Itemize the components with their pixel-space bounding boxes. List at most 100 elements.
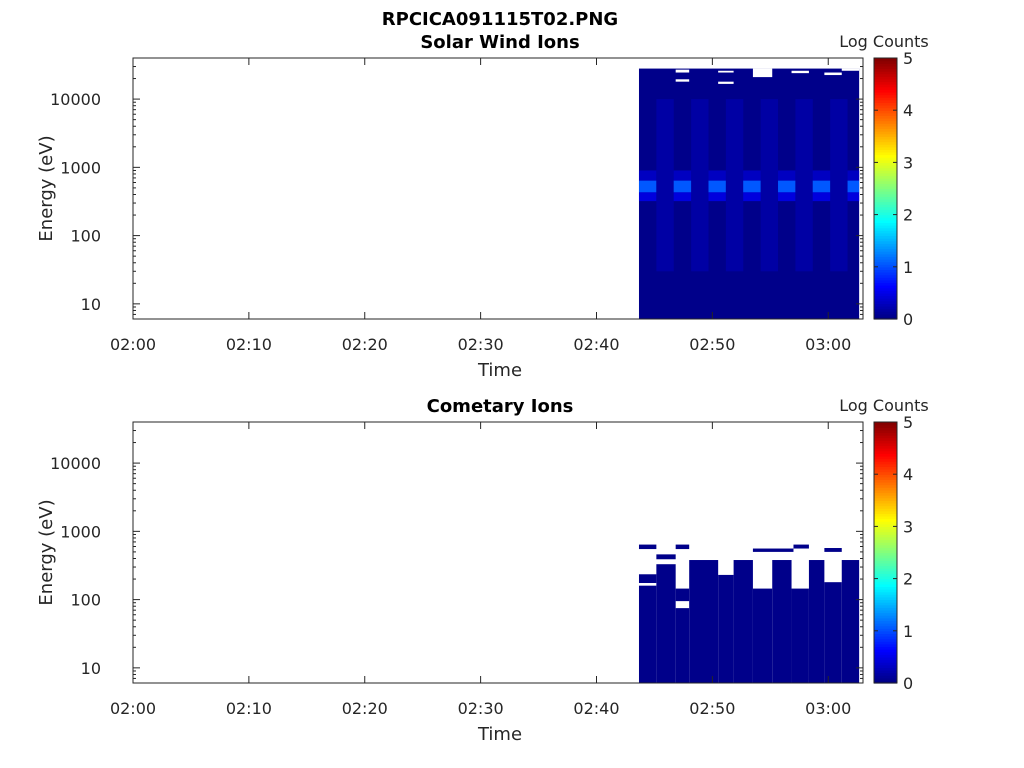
colorbar-segment bbox=[874, 97, 897, 101]
heatmap-cell bbox=[708, 170, 726, 181]
heatmap-cell bbox=[841, 560, 860, 683]
colorbar-tick-label: 1 bbox=[903, 258, 913, 277]
colorbar-segment bbox=[874, 193, 897, 197]
colorbar-segment bbox=[874, 662, 897, 666]
colorbar-segment bbox=[874, 664, 897, 668]
colorbar-segment bbox=[874, 243, 897, 247]
colorbar-segment bbox=[874, 110, 897, 114]
colorbar-segment bbox=[874, 547, 897, 551]
colorbar-segment bbox=[874, 471, 897, 475]
y-tick-label: 100 bbox=[70, 591, 101, 610]
heatmap-cell bbox=[824, 582, 842, 683]
colorbar-segment bbox=[874, 238, 897, 242]
colorbar-segment bbox=[874, 149, 897, 153]
colorbar-segment bbox=[874, 125, 897, 130]
heatmap-gap bbox=[841, 68, 860, 71]
colorbar-segment bbox=[874, 204, 897, 208]
colorbar-segment bbox=[874, 536, 897, 541]
heatmap-cell bbox=[656, 99, 674, 272]
heatmap-cell bbox=[847, 192, 860, 202]
x-axis-label: Time bbox=[477, 360, 522, 381]
colorbar-segment bbox=[874, 677, 897, 681]
y-axis-label: Energy (eV) bbox=[36, 499, 57, 605]
heatmap-cell bbox=[791, 588, 809, 683]
colorbar-segment bbox=[874, 261, 897, 265]
colorbar-segment bbox=[874, 131, 897, 135]
heatmap-cell bbox=[638, 180, 657, 193]
y-axis-label: Energy (eV) bbox=[36, 135, 57, 241]
colorbar-segment bbox=[874, 183, 897, 187]
colorbar-segment bbox=[874, 266, 897, 271]
colorbar-segment bbox=[874, 667, 897, 671]
colorbar-segment bbox=[874, 568, 897, 572]
heatmap-cell bbox=[638, 170, 657, 181]
colorbar-segment bbox=[874, 102, 897, 106]
x-tick-label: 02:50 bbox=[689, 335, 735, 354]
colorbar-segment bbox=[874, 542, 897, 546]
colorbar-segment bbox=[874, 81, 897, 85]
heatmap-cell bbox=[638, 544, 657, 550]
colorbar-segment bbox=[874, 123, 897, 127]
colorbar-segment bbox=[874, 636, 897, 640]
heatmap-gap bbox=[824, 72, 842, 76]
colorbar-segment bbox=[874, 529, 897, 533]
heatmap-cell bbox=[708, 192, 726, 202]
x-tick-label: 02:30 bbox=[458, 335, 504, 354]
axes-frame bbox=[132, 57, 864, 320]
colorbar-segment bbox=[874, 115, 897, 119]
colorbar-frame bbox=[873, 421, 898, 684]
colorbar-tick-label: 4 bbox=[903, 465, 913, 484]
figure-title: RPCICA091115T02.PNG bbox=[382, 9, 618, 30]
colorbar-segment bbox=[874, 295, 897, 299]
colorbar-segment bbox=[874, 620, 897, 624]
colorbar-segment bbox=[874, 58, 897, 62]
colorbar-segment bbox=[874, 282, 897, 286]
y-tick-label: 10 bbox=[81, 295, 101, 314]
colorbar-segment bbox=[874, 232, 897, 237]
heatmap-cell bbox=[752, 588, 773, 683]
heatmap-cell bbox=[673, 192, 692, 202]
colorbar-segment bbox=[874, 607, 897, 611]
colorbar-segment bbox=[874, 562, 897, 567]
colorbar-segment bbox=[874, 78, 897, 83]
colorbar-segment bbox=[874, 60, 897, 64]
colorbar-segment bbox=[874, 573, 897, 577]
colorbar-segment bbox=[874, 638, 897, 642]
colorbar-tick-label: 5 bbox=[903, 49, 913, 68]
heatmap-cell bbox=[675, 544, 690, 550]
colorbar-segment bbox=[874, 437, 897, 441]
colorbar-segment bbox=[874, 539, 897, 543]
y-tick-label: 1000 bbox=[60, 522, 101, 541]
colorbar-segment bbox=[874, 245, 897, 250]
colorbar-segment bbox=[874, 482, 897, 486]
colorbar-segment bbox=[874, 287, 897, 291]
x-tick-label: 02:50 bbox=[689, 699, 735, 718]
colorbar-tick-label: 0 bbox=[903, 310, 913, 329]
colorbar-segment bbox=[874, 157, 897, 161]
y-tick-label: 1000 bbox=[60, 158, 101, 177]
colorbar-segment bbox=[874, 292, 897, 297]
colorbar-segment bbox=[874, 104, 897, 109]
heatmap-cell bbox=[812, 192, 831, 202]
colorbar-segment bbox=[874, 165, 897, 169]
colorbar-segment bbox=[874, 458, 897, 462]
colorbar-segment bbox=[874, 489, 897, 494]
heatmap-cell bbox=[638, 585, 657, 683]
panel-title: Solar Wind Ions bbox=[420, 32, 579, 53]
colorbar-segment bbox=[874, 531, 897, 535]
colorbar-segment bbox=[874, 240, 897, 244]
colorbar-segment bbox=[874, 630, 897, 635]
colorbar-segment bbox=[874, 219, 897, 224]
heatmap-cell bbox=[760, 99, 779, 272]
colorbar-segment bbox=[874, 76, 897, 80]
colorbar-segment bbox=[874, 185, 897, 190]
y-tick-label: 100 bbox=[70, 227, 101, 246]
colorbar-segment bbox=[874, 534, 897, 538]
colorbar-segment bbox=[874, 596, 897, 601]
colorbar-segment bbox=[874, 170, 897, 174]
colorbar-segment bbox=[874, 680, 897, 684]
colorbar-segment bbox=[874, 305, 897, 310]
colorbar-segment bbox=[874, 214, 897, 218]
colorbar-segment bbox=[874, 235, 897, 239]
heatmap-cell bbox=[778, 180, 796, 193]
